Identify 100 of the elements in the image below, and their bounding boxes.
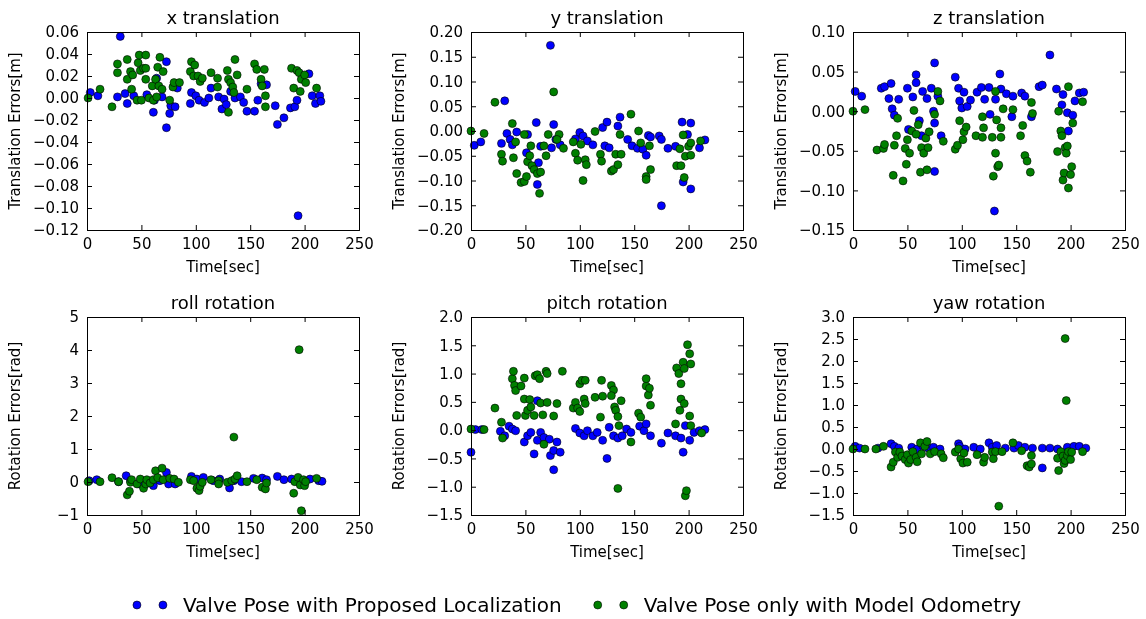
y-tick-label: −0.15 bbox=[417, 196, 463, 215]
y-tick-label: 1.5 bbox=[821, 374, 845, 393]
x-tick-label: 150 bbox=[236, 519, 266, 538]
y-tick-label: −1.5 bbox=[808, 506, 845, 525]
x-tick-label: 50 bbox=[516, 234, 536, 253]
y-tick-label: −0.5 bbox=[426, 449, 463, 468]
legend-label: Valve Pose with Proposed Localization bbox=[182, 593, 562, 617]
legend-label: Valve Pose only with Model Odometry bbox=[643, 593, 1022, 617]
y-tick-label: 2.5 bbox=[821, 330, 845, 349]
chart-title: z translation bbox=[933, 7, 1045, 28]
y-axis-title: Translation Errors[m] bbox=[390, 52, 408, 211]
x-tick-label: 250 bbox=[1111, 519, 1140, 538]
y-axis-title: Translation Errors[m] bbox=[772, 52, 790, 211]
y-tick-label: −0.5 bbox=[808, 462, 845, 481]
x-axis-title: Time[sec] bbox=[951, 543, 1026, 561]
x-tick-label: 200 bbox=[1056, 519, 1086, 538]
x-tick-label: 0 bbox=[82, 234, 93, 253]
y-axis-title: Rotation Errors[rad] bbox=[6, 341, 24, 491]
y-tick-label: 2.0 bbox=[821, 352, 845, 371]
y-tick-label: 0.06 bbox=[45, 23, 79, 42]
x-tick-label: 100 bbox=[181, 234, 211, 253]
y-tick-label: −0.06 bbox=[33, 155, 79, 174]
x-axis-title: Time[sec] bbox=[951, 258, 1026, 276]
y-tick-label: 1.0 bbox=[439, 364, 463, 383]
x-tick-label: 250 bbox=[729, 234, 758, 253]
x-tick-label: 0 bbox=[466, 234, 477, 253]
y-tick-label: 0.10 bbox=[429, 72, 463, 91]
y-tick-label: −0.10 bbox=[417, 171, 463, 190]
x-axis-title: Time[sec] bbox=[569, 543, 644, 561]
x-tick-label: 100 bbox=[947, 234, 977, 253]
y-tick-label: 0 bbox=[69, 473, 79, 492]
y-tick-label: 2.0 bbox=[439, 308, 463, 327]
x-tick-label: 150 bbox=[1002, 519, 1032, 538]
y-tick-label: 2 bbox=[69, 407, 79, 426]
x-tick-label: 100 bbox=[947, 519, 977, 538]
x-tick-label: 250 bbox=[1111, 234, 1140, 253]
y-tick-label: −0.05 bbox=[799, 142, 845, 161]
y-axis-title: Rotation Errors[rad] bbox=[772, 341, 790, 491]
y-tick-label: 0.15 bbox=[429, 48, 463, 67]
y-tick-label: −0.02 bbox=[33, 111, 79, 130]
y-tick-label: −0.12 bbox=[33, 221, 79, 240]
y-tick-label: 1.5 bbox=[439, 336, 463, 355]
y-tick-label: −1.0 bbox=[808, 484, 845, 503]
x-axis-title: Time[sec] bbox=[569, 258, 644, 276]
y-tick-label: −0.20 bbox=[417, 221, 463, 240]
x-tick-label: 150 bbox=[620, 519, 650, 538]
y-tick-label: −1.5 bbox=[426, 506, 463, 525]
y-axis-title: Translation Errors[m] bbox=[6, 52, 24, 211]
x-tick-label: 0 bbox=[848, 234, 859, 253]
x-tick-label: 50 bbox=[132, 519, 152, 538]
y-tick-label: −1 bbox=[56, 506, 79, 525]
y-tick-label: 3.0 bbox=[821, 308, 845, 327]
y-tick-label: 0.20 bbox=[429, 23, 463, 42]
x-tick-label: 50 bbox=[132, 234, 152, 253]
x-tick-label: 50 bbox=[898, 234, 918, 253]
x-tick-label: 200 bbox=[290, 234, 320, 253]
x-tick-label: 200 bbox=[674, 519, 704, 538]
y-tick-label: 0.05 bbox=[811, 62, 845, 81]
y-tick-label: 1.0 bbox=[821, 396, 845, 415]
y-tick-label: −0.04 bbox=[33, 133, 79, 152]
y-tick-label: 0.5 bbox=[439, 393, 463, 412]
x-tick-label: 50 bbox=[516, 519, 536, 538]
y-tick-label: −0.10 bbox=[799, 181, 845, 200]
x-tick-label: 50 bbox=[898, 519, 918, 538]
y-axis-title: Rotation Errors[rad] bbox=[390, 341, 408, 491]
y-tick-label: 0.0 bbox=[821, 440, 845, 459]
y-tick-label: −0.15 bbox=[799, 221, 845, 240]
chart-title: x translation bbox=[166, 7, 280, 28]
x-axis-title: Time[sec] bbox=[185, 258, 260, 276]
y-tick-label: 5 bbox=[69, 308, 79, 327]
y-tick-label: 0.00 bbox=[429, 122, 463, 141]
x-tick-label: 200 bbox=[290, 519, 320, 538]
y-tick-label: 4 bbox=[69, 341, 79, 360]
y-tick-label: 0.02 bbox=[45, 67, 79, 86]
x-tick-label: 150 bbox=[236, 234, 266, 253]
x-tick-label: 0 bbox=[82, 519, 93, 538]
x-tick-label: 100 bbox=[565, 234, 595, 253]
x-tick-label: 250 bbox=[729, 519, 758, 538]
chart-title: y translation bbox=[550, 7, 664, 28]
chart-title: pitch rotation bbox=[546, 292, 668, 313]
y-tick-label: 0.0 bbox=[439, 421, 463, 440]
x-tick-label: 250 bbox=[345, 519, 374, 538]
x-tick-label: 150 bbox=[620, 234, 650, 253]
x-tick-label: 200 bbox=[674, 234, 704, 253]
y-tick-label: 3 bbox=[69, 374, 79, 393]
y-tick-label: −0.08 bbox=[33, 177, 79, 196]
y-tick-label: 0.5 bbox=[821, 418, 845, 437]
x-tick-label: 150 bbox=[1002, 234, 1032, 253]
y-tick-label: 0.00 bbox=[811, 102, 845, 121]
y-tick-label: 0.04 bbox=[45, 45, 79, 64]
x-tick-label: 0 bbox=[848, 519, 859, 538]
x-tick-label: 100 bbox=[181, 519, 211, 538]
y-tick-label: 0.00 bbox=[45, 89, 79, 108]
y-tick-label: −0.10 bbox=[33, 199, 79, 218]
x-tick-label: 200 bbox=[1056, 234, 1086, 253]
chart-title: roll rotation bbox=[170, 292, 276, 313]
y-tick-label: 0.05 bbox=[429, 97, 463, 116]
chart-title: yaw rotation bbox=[932, 292, 1046, 313]
x-tick-label: 100 bbox=[565, 519, 595, 538]
y-tick-label: −1.0 bbox=[426, 478, 463, 497]
